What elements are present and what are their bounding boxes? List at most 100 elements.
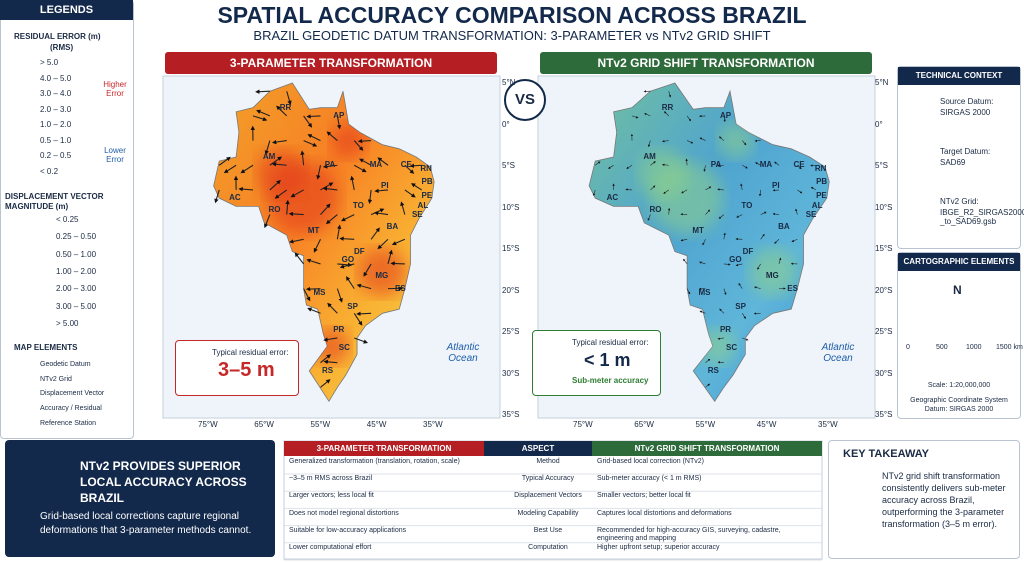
banner-text: Grid-based local corrections capture reg… <box>40 511 252 536</box>
table-cell: Displacement Vectors <box>514 492 582 500</box>
displacement-vector <box>391 238 406 246</box>
hotspot <box>718 122 755 159</box>
map-elements-title: MAP ELEMENTS <box>14 343 78 352</box>
crs-text: Geographic Coordinate System <box>910 397 1008 404</box>
state-label: AM <box>643 152 656 162</box>
tech-label: Source Datum: <box>940 97 994 106</box>
lon-label: 45°W <box>756 420 777 429</box>
residual-unit: (RMS) <box>50 43 74 52</box>
displacement-vector <box>214 189 220 204</box>
higher-label: Higher Error <box>103 80 127 98</box>
displacement-vector <box>668 91 672 98</box>
displacement-vector <box>404 189 416 198</box>
state-label: MS <box>698 287 711 297</box>
lon-label: 65°W <box>254 420 274 429</box>
displacement-vector <box>269 179 281 191</box>
lat-label: 0° <box>875 119 883 129</box>
displacement-vector <box>686 288 691 295</box>
displacement-vector <box>742 337 749 341</box>
hotspot <box>748 248 797 297</box>
lat-label: 35°S <box>502 410 520 419</box>
displacement-vector <box>303 140 318 147</box>
table-cell: Recommended for high-accuracy GIS, surve… <box>597 526 781 542</box>
displacement-vector <box>336 288 343 303</box>
state-label: PI <box>772 180 780 190</box>
map-title: 3-PARAMETER TRANSFORMATION <box>165 52 497 74</box>
tech-label: Target Datum: <box>940 147 991 156</box>
displacement-vector <box>810 186 816 191</box>
displacement-vector <box>647 140 651 148</box>
displacement-vector <box>717 188 724 191</box>
state-label: BA <box>778 221 790 231</box>
state-label: ES <box>395 283 406 293</box>
displacement-vector <box>699 261 706 265</box>
table-cell: Method <box>536 458 560 465</box>
lat-label: 10°S <box>502 202 520 212</box>
displacement-vector <box>390 261 405 266</box>
state-label: RO <box>268 205 281 215</box>
lat-label: 15°S <box>875 244 893 253</box>
displacement-vector <box>377 157 389 166</box>
table-cell: ~3–5 m RMS across Brazil <box>289 475 373 483</box>
displacement-vector <box>738 282 743 289</box>
table-header: 3-PARAMETER TRANSFORMATION <box>284 441 484 456</box>
table-header: NTv2 GRID SHIFT TRANSFORMATION <box>592 441 822 456</box>
legend-label: NTv2 Grid <box>40 375 72 383</box>
displacement-vector <box>303 115 313 128</box>
displacement-vector <box>718 136 725 141</box>
state-label: SC <box>726 342 738 352</box>
legend-label: 2.00 – 3.00 <box>56 284 97 294</box>
displacement-vector <box>685 158 688 166</box>
table-cell: Grid-based local correction (NTv2) <box>597 458 704 465</box>
displacement-vector <box>742 140 747 146</box>
residual-title: RESIDUAL ERROR (m) <box>14 32 101 41</box>
state-label: GO <box>729 254 742 264</box>
displacement-vector <box>680 238 688 242</box>
displacement-vector <box>760 211 767 215</box>
displacement-vector <box>723 288 727 296</box>
lat-label: 30°S <box>875 368 893 378</box>
displacement-vector <box>290 189 304 198</box>
lat-label: 25°S <box>502 327 520 336</box>
displacement-vector <box>650 185 656 191</box>
legend-label: > 5.0 <box>40 58 59 67</box>
table-cell: Computation <box>528 544 568 551</box>
displacement-vector <box>735 263 743 267</box>
banner-title: NTv2 PROVIDES SUPERIOR LOCAL ACCURACY AC… <box>80 459 247 505</box>
state-label: AM <box>262 152 276 162</box>
displacement-vector <box>719 308 725 314</box>
state-label: CE <box>793 160 805 170</box>
displacement-vector <box>595 161 601 166</box>
tech-value: IBGE_R2_SIRGAS2000 _to_SAD69.gsb <box>940 208 1024 226</box>
legend-label: 0.50 – 1.00 <box>56 249 97 259</box>
state-label: PA <box>324 160 336 170</box>
displacement-vector <box>269 156 283 166</box>
displacement-vector <box>322 186 338 191</box>
displacement-vector <box>647 214 651 221</box>
cartographic-panel <box>897 252 1021 419</box>
displacement-vector <box>791 238 798 242</box>
displacement-vector <box>323 359 338 365</box>
displacement-vector <box>778 257 782 265</box>
scale-label: 500 <box>936 344 948 351</box>
ocean-label: Atlantic Ocean <box>446 342 480 364</box>
tech-label: NTv2 Grid: <box>940 197 979 206</box>
state-label: PE <box>421 190 433 200</box>
state-label: RO <box>649 205 662 215</box>
displacement-vector <box>320 203 331 215</box>
legend-label: 1.00 – 2.00 <box>56 266 97 276</box>
displacement-vector <box>354 337 368 344</box>
displacement-vector <box>359 158 372 166</box>
displacement-vector <box>307 134 321 142</box>
displacement-vector <box>757 263 761 270</box>
state-label: SE <box>805 209 817 219</box>
table-cell: Generalized transformation (translation,… <box>289 458 460 465</box>
state-label: RS <box>321 365 334 375</box>
displacement-vector <box>350 175 355 191</box>
displacement-vector <box>592 189 596 196</box>
displacement-vector <box>218 156 231 166</box>
displacement-vector <box>363 263 372 277</box>
displacement-vector <box>681 189 688 194</box>
displacement-vector <box>252 115 268 122</box>
